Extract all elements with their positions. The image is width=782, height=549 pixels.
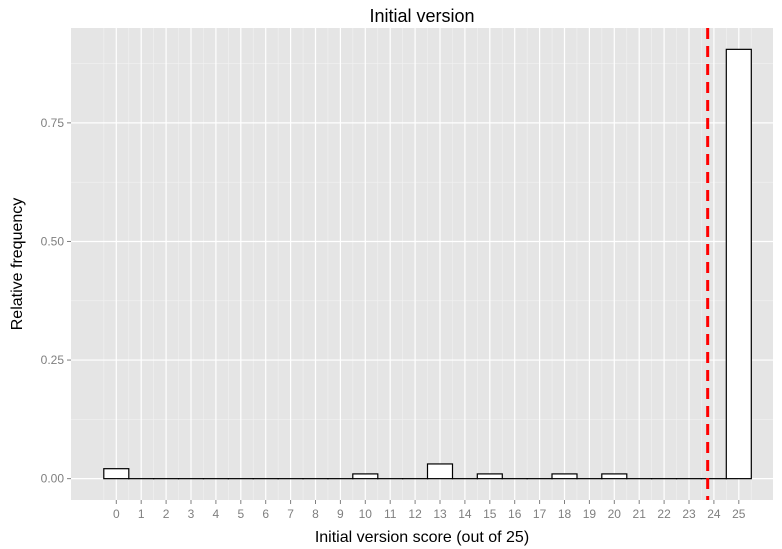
x-tick-label: 1	[138, 507, 145, 521]
x-tick-label: 8	[312, 507, 319, 521]
x-axis-title: Initial version score (out of 25)	[315, 529, 529, 546]
x-tick-label: 12	[408, 507, 422, 521]
x-tick-label: 2	[163, 507, 170, 521]
x-tick-label: 25	[732, 507, 746, 521]
x-tick-label: 24	[707, 507, 721, 521]
y-tick-label: 0.50	[41, 234, 65, 248]
x-tick-label: 20	[608, 507, 622, 521]
x-tick-label: 0	[113, 507, 120, 521]
x-tick-label: 6	[262, 507, 269, 521]
x-tick-label: 14	[458, 507, 472, 521]
x-tick-label: 13	[433, 507, 447, 521]
bars	[103, 48, 752, 480]
x-tick-label: 11	[384, 507, 397, 521]
bar-13	[426, 463, 454, 480]
grid-lines	[71, 28, 773, 500]
x-tick-label: 15	[483, 507, 497, 521]
bar-25	[725, 48, 752, 480]
y-tick-label: 0.75	[41, 116, 65, 130]
x-tick-label: 23	[682, 507, 696, 521]
x-tick-label: 7	[287, 507, 294, 521]
x-tick-label: 10	[359, 507, 373, 521]
x-tick-label: 17	[533, 507, 547, 521]
x-axis-ticks: 0 1 2 3 4 5 6 7 8 9 10 11 12 13 14 15 16 17 18 19 20 21 22 23 24…	[113, 500, 746, 521]
bar-15	[476, 473, 503, 480]
x-tick-label: 18	[558, 507, 572, 521]
y-tick-label: 0.00	[41, 472, 65, 486]
bar-18	[551, 473, 578, 480]
bar-0	[103, 468, 130, 480]
x-tick-label: 9	[337, 507, 344, 521]
bar-20	[601, 473, 628, 480]
plot-panel	[71, 28, 773, 500]
y-axis-title: Relative frequency	[9, 198, 26, 331]
x-tick-label: 5	[237, 507, 244, 521]
y-axis-ticks: 0.00 0.25 0.50 0.75	[41, 116, 71, 486]
x-tick-label: 3	[188, 507, 195, 521]
y-tick-label: 0.25	[41, 353, 65, 367]
x-tick-label: 4	[213, 507, 220, 521]
x-tick-label: 19	[583, 507, 597, 521]
bar-10	[352, 473, 379, 480]
chart-title: Initial version	[369, 6, 474, 26]
x-tick-label: 16	[508, 507, 522, 521]
x-tick-label: 21	[633, 507, 647, 521]
x-tick-label: 22	[657, 507, 671, 521]
